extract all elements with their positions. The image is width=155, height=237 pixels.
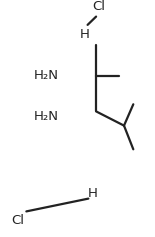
Text: H₂N: H₂N [34,110,59,123]
Text: Cl: Cl [11,214,24,228]
Text: H: H [88,187,98,200]
Text: H: H [80,28,89,41]
Text: Cl: Cl [93,0,106,13]
Text: H₂N: H₂N [34,69,59,82]
